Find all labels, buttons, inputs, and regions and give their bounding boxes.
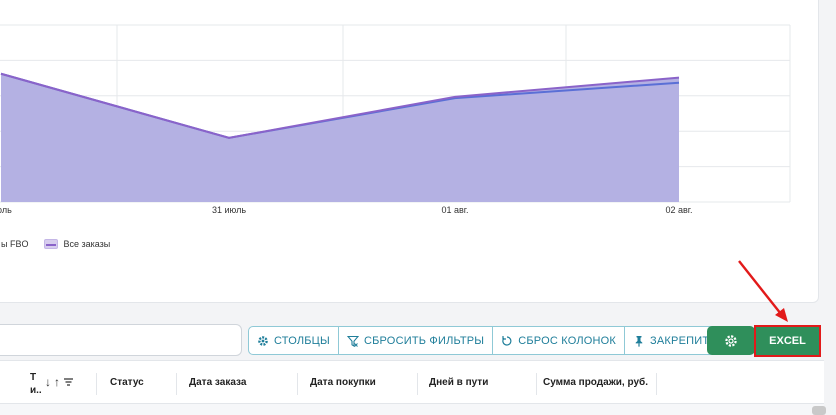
x-tick-label: июль — [0, 205, 12, 215]
area-chart — [0, 24, 791, 203]
pin-label: ЗАКРЕПИТЬ — [650, 334, 717, 347]
column-header-purchase-date[interactable]: Дата покупки — [310, 377, 376, 388]
x-tick-label: 01 авг. — [441, 205, 469, 215]
column-header-t-line1: Т — [30, 372, 37, 383]
area-fill — [1, 73, 679, 202]
column-header-sale-amount[interactable]: Сумма продажи, руб. — [543, 377, 648, 388]
reset-filters-button[interactable]: СБРОСИТЬ ФИЛЬТРЫ — [339, 327, 494, 354]
x-tick-label: 02 авг. — [665, 205, 693, 215]
chart-card: июль 31 июль 01 авг. 02 авг. ы FBO Все зака… — [0, 0, 819, 303]
reset-columns-button[interactable]: СБРОС КОЛОНОК — [493, 327, 626, 354]
columns-label: СТОЛБЦЫ — [274, 334, 330, 347]
reset-filters-label: СБРОСИТЬ ФИЛЬТРЫ — [363, 334, 485, 347]
pin-button[interactable]: ЗАКРЕПИТЬ — [625, 327, 725, 354]
filter-icon[interactable] — [63, 377, 74, 387]
column-header-t-line2: и.. — [30, 385, 42, 396]
excel-label: EXCEL — [769, 335, 806, 347]
reset-icon — [502, 335, 512, 346]
legend-swatch-icon — [44, 239, 59, 249]
column-header-order-date[interactable]: Дата заказа — [189, 377, 247, 388]
column-separator[interactable] — [656, 373, 657, 395]
column-header-status[interactable]: Статус — [110, 377, 144, 388]
search-input[interactable] — [0, 324, 242, 356]
sort-desc-icon[interactable]: ↓ — [45, 375, 51, 389]
table-toolbar: СТОЛБЦЫ СБРОСИТЬ ФИЛЬТРЫ СБРОС КОЛОНОК З… — [248, 326, 726, 355]
excel-export-button[interactable]: EXCEL — [754, 325, 821, 357]
sort-controls: ↓ ↑ — [45, 375, 74, 389]
settings-button[interactable] — [707, 326, 755, 355]
x-tick-label: 31 июль — [211, 205, 247, 215]
pin-icon — [635, 335, 643, 347]
column-header-t[interactable]: Т и.. — [30, 371, 42, 397]
columns-button[interactable]: СТОЛБЦЫ — [249, 327, 339, 354]
table-body — [0, 404, 824, 415]
column-separator[interactable] — [536, 373, 537, 395]
column-separator[interactable] — [96, 373, 97, 395]
reset-columns-label: СБРОС КОЛОНОК — [518, 334, 617, 347]
gear-icon — [258, 335, 268, 346]
chart-legend: ы FBO Все заказы — [0, 239, 126, 249]
sort-asc-icon[interactable]: ↑ — [54, 375, 60, 389]
legend-label-fbo: ы FBO — [1, 239, 29, 249]
table-header: Т и.. ↓ ↑ Статус Дата заказа Дата покупк… — [0, 360, 824, 404]
gear-icon — [725, 334, 737, 347]
series-line-1[interactable] — [0, 72, 680, 139]
scrollbar-handle[interactable] — [812, 406, 826, 415]
legend-item-all-orders[interactable]: Все заказы — [44, 239, 110, 249]
legend-label-all-orders: Все заказы — [63, 239, 111, 249]
column-separator[interactable] — [417, 373, 418, 395]
column-separator[interactable] — [297, 373, 298, 395]
legend-item-fbo[interactable]: ы FBO — [1, 239, 28, 249]
filter-off-icon — [346, 335, 359, 347]
column-header-days-in-transit[interactable]: Дней в пути — [429, 377, 489, 388]
column-separator[interactable] — [176, 373, 177, 395]
